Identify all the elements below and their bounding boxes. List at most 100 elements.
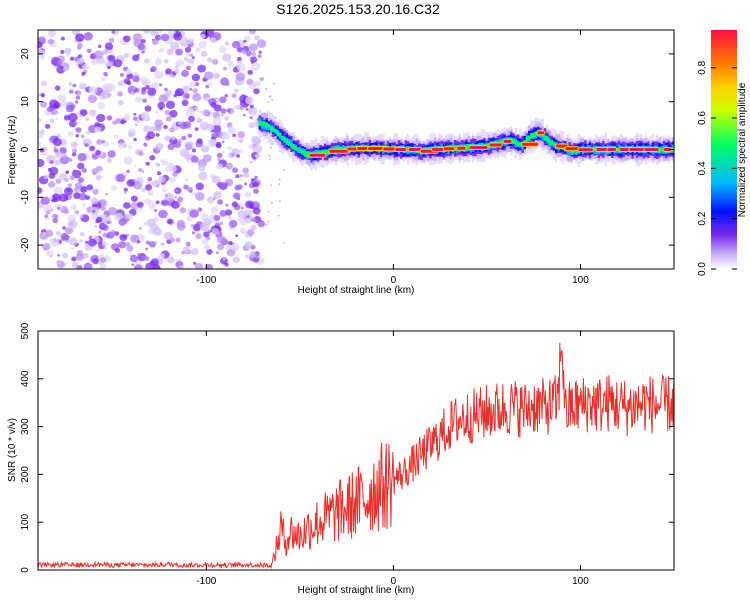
ridge-hotspot: [578, 148, 593, 152]
noise-blob: [202, 218, 212, 227]
ridge-cell: [278, 132, 282, 137]
noise-blob: [198, 171, 208, 181]
ridge-cell: [258, 121, 262, 126]
noise-blob: [237, 57, 242, 61]
noise-blob: [67, 131, 74, 137]
ridge-cell: [532, 132, 535, 138]
noise-blob: [57, 93, 66, 102]
noise-dot: [265, 88, 268, 91]
noise-blob: [220, 77, 230, 86]
noise-dot: [268, 154, 271, 157]
noise-blob: [247, 229, 255, 236]
snr-y-label: SNR (10 * v/v): [7, 418, 18, 482]
noise-blob: [50, 57, 59, 65]
noise-dot: [271, 98, 273, 101]
noise-blob: [143, 125, 151, 133]
noise-blob: [175, 48, 184, 56]
ridge-hotspot: [395, 148, 407, 151]
ridge-hotspot-halo: [672, 147, 674, 152]
noise-blob: [103, 71, 109, 77]
noise-blob: [152, 39, 159, 46]
noise-blob: [72, 148, 77, 153]
snr-y-tick-label: 500: [20, 322, 31, 339]
noise-blob: [183, 184, 189, 190]
noise-blob: [165, 100, 176, 110]
spectrogram-x-tick-label: 0: [391, 275, 397, 286]
noise-blob: [245, 96, 255, 105]
noise-blob: [171, 200, 180, 209]
noise-blob: [38, 158, 45, 168]
noise-blob: [45, 229, 54, 237]
noise-blob: [202, 238, 209, 245]
noise-blob: [210, 206, 219, 214]
noise-blob: [133, 264, 143, 269]
noise-blob: [42, 232, 46, 235]
noise-dot: [269, 158, 271, 161]
noise-blob: [131, 263, 135, 267]
noise-blob: [243, 113, 246, 117]
noise-blob: [250, 62, 261, 71]
noise-blob: [55, 178, 62, 184]
noise-blob: [216, 143, 222, 149]
ridge-cell: [534, 131, 538, 139]
noise-blob: [118, 241, 127, 249]
ridge-cell: [593, 146, 596, 151]
noise-blob: [158, 176, 166, 183]
noise-blob: [132, 75, 140, 83]
noise-blob: [147, 176, 153, 182]
ridge-hotspot: [607, 148, 617, 151]
noise-blob: [62, 158, 67, 162]
noise-blob: [211, 58, 219, 65]
noise-blob: [167, 143, 175, 150]
noise-blob: [71, 247, 75, 251]
noise-blob: [118, 218, 127, 226]
noise-blob: [252, 207, 261, 215]
ridge-cell: [261, 121, 264, 127]
noise-blob: [172, 172, 178, 177]
noise-blob: [60, 49, 65, 54]
noise-blob: [190, 155, 199, 163]
noise-blob: [135, 96, 143, 103]
noise-blob: [49, 196, 53, 200]
noise-blob: [220, 257, 228, 265]
noise-blob: [194, 106, 199, 110]
noise-blob: [164, 166, 172, 173]
noise-blob: [158, 253, 165, 259]
noise-blob: [240, 48, 247, 55]
noise-blob: [81, 168, 88, 173]
noise-blob: [225, 162, 233, 170]
noise-blob: [136, 119, 141, 124]
colorbar-label: Normalized spectral amplitude: [737, 82, 748, 217]
noise-blob: [256, 39, 267, 48]
noise-blob: [44, 123, 51, 129]
noise-dot: [269, 146, 272, 149]
colorbar-tick-label: 0.0: [697, 262, 708, 276]
noise-blob: [108, 37, 115, 43]
ridge-cell: [292, 144, 295, 150]
noise-blob: [257, 220, 266, 228]
noise-blob: [198, 164, 206, 172]
snr-x-label: Height of straight line (km): [298, 585, 415, 596]
noise-blob: [54, 159, 61, 166]
noise-blob: [226, 122, 233, 128]
noise-blob: [92, 210, 96, 213]
noise-blob: [82, 203, 86, 206]
noise-blob: [130, 195, 138, 202]
ridge-cell: [570, 149, 574, 155]
noise-blob: [161, 33, 170, 42]
noise-blob: [173, 94, 177, 98]
noise-blob: [123, 53, 130, 59]
noise-blob: [206, 57, 213, 63]
noise-blob: [101, 241, 108, 247]
noise-blob: [117, 81, 123, 86]
noise-blob: [249, 160, 253, 164]
noise-blob: [184, 93, 190, 99]
noise-blob: [224, 94, 228, 98]
ridge-hotspot: [556, 144, 568, 148]
noise-blob: [158, 94, 168, 103]
noise-blob: [227, 146, 233, 151]
noise-blob: [253, 88, 260, 95]
noise-blob: [236, 63, 246, 72]
ridge-cell: [548, 139, 551, 145]
noise-blob: [169, 176, 176, 183]
